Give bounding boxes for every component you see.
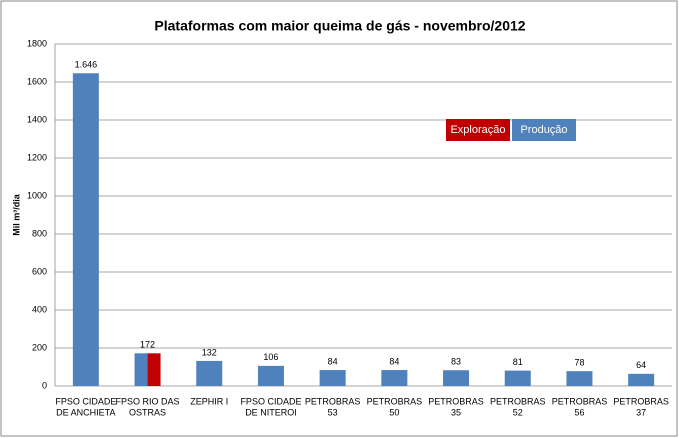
bar <box>566 371 593 386</box>
data-label: 78 <box>574 358 584 368</box>
x-tick-label: PETROBRAS <box>552 396 608 406</box>
x-tick-label: PETROBRAS <box>490 396 546 406</box>
y-tick-label: 1200 <box>27 152 47 162</box>
bar <box>381 370 408 386</box>
x-tick-label: 50 <box>389 407 399 417</box>
data-label: 172 <box>140 340 155 350</box>
legend-swatch <box>512 119 576 141</box>
bar <box>196 360 223 386</box>
x-tick-label: FPSO RIO DAS <box>116 396 180 406</box>
bar <box>319 370 346 386</box>
legend-label: Produção <box>520 124 567 136</box>
bar <box>134 353 148 386</box>
y-tick-label: 1800 <box>27 38 47 48</box>
data-label: 84 <box>389 356 399 366</box>
data-label: 1.646 <box>75 60 98 70</box>
bar <box>72 73 99 386</box>
legend-swatch <box>446 119 510 141</box>
y-tick-label: 1600 <box>27 76 47 86</box>
y-tick-label: 0 <box>42 380 47 390</box>
bar <box>443 370 470 386</box>
bar <box>504 370 531 386</box>
data-label: 81 <box>513 357 523 367</box>
bar <box>147 353 161 386</box>
bar <box>628 373 655 386</box>
data-label: 83 <box>451 357 461 367</box>
x-tick-label: DE ANCHIETA <box>56 407 115 417</box>
x-tick-label: 37 <box>636 407 646 417</box>
x-tick-label: 53 <box>328 407 338 417</box>
x-tick-label: FPSO CIDADE <box>55 396 116 406</box>
data-label: 106 <box>263 352 278 362</box>
x-tick-label: DE NITEROI <box>245 407 297 417</box>
y-tick-label: 200 <box>32 342 47 352</box>
x-tick-label: FPSO CIDADE <box>240 396 301 406</box>
x-tick-label: PETROBRAS <box>367 396 423 406</box>
data-label: 84 <box>328 356 338 366</box>
x-tick-label: 35 <box>451 407 461 417</box>
legend-label: Exploração <box>450 124 505 136</box>
y-tick-label: 400 <box>32 304 47 314</box>
data-label: 132 <box>202 347 217 357</box>
chart-title: Plataformas com maior queima de gás - no… <box>154 18 525 34</box>
bar <box>257 365 284 386</box>
x-tick-label: 56 <box>574 407 584 417</box>
data-label: 64 <box>636 360 646 370</box>
y-tick-label: 800 <box>32 228 47 238</box>
x-tick-label: PETROBRAS <box>305 396 361 406</box>
x-tick-label: OSTRAS <box>129 407 166 417</box>
y-tick-label: 600 <box>32 266 47 276</box>
x-tick-label: PETROBRAS <box>428 396 484 406</box>
y-tick-label: 1000 <box>27 190 47 200</box>
y-axis-label: Mil m³/dia <box>11 193 21 235</box>
x-tick-label: 52 <box>513 407 523 417</box>
x-tick-label: ZEPHIR I <box>190 396 228 406</box>
y-tick-label: 1400 <box>27 114 47 124</box>
x-tick-label: PETROBRAS <box>613 396 669 406</box>
